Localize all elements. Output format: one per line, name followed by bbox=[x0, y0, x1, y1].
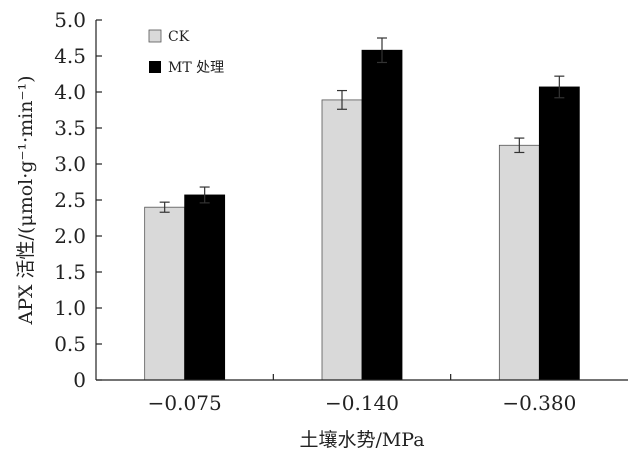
legend-swatch-ck bbox=[148, 29, 162, 43]
y-tick-label: 3.0 bbox=[54, 152, 86, 176]
y-tick-label: 0.5 bbox=[54, 332, 86, 356]
y-tick-label: 2.0 bbox=[54, 224, 86, 248]
bar-ck bbox=[321, 99, 363, 381]
x-ticks: −0.075 −0.140 −0.380 bbox=[148, 374, 576, 415]
bar-ck bbox=[144, 206, 186, 381]
bar-ck bbox=[498, 144, 540, 381]
x-tick-label: −0.380 bbox=[502, 391, 576, 415]
legend-swatch-mt bbox=[149, 61, 161, 73]
y-tick-label: 5.0 bbox=[54, 8, 86, 32]
bar-mt bbox=[538, 86, 580, 381]
x-tick-label: −0.075 bbox=[148, 391, 222, 415]
y-tick-label: 4.0 bbox=[54, 80, 86, 104]
y-axis-title: APX 活性/(μmol·g⁻¹·min⁻¹) bbox=[15, 75, 37, 325]
bars-layer bbox=[144, 49, 580, 381]
legend-label-mt: MT 处理 bbox=[168, 60, 224, 76]
y-tick-label: 0 bbox=[73, 368, 86, 392]
x-axis-title: 土壤水势/MPa bbox=[299, 429, 424, 451]
y-tick-label: 1.5 bbox=[54, 260, 86, 284]
legend-label-ck: CK bbox=[168, 29, 190, 45]
legend: CK MT 处理 bbox=[148, 29, 224, 76]
bar-mt bbox=[184, 194, 226, 381]
error-bars-layer bbox=[159, 37, 565, 213]
y-tick-label: 1.0 bbox=[54, 296, 86, 320]
y-tick-label: 4.5 bbox=[54, 44, 86, 68]
y-tick-label: 3.5 bbox=[54, 116, 86, 140]
x-tick-label: −0.140 bbox=[325, 391, 399, 415]
y-ticks: 0 0.5 1.0 1.5 2.0 2.5 3.0 3.5 4.0 4.5 5.0 bbox=[54, 8, 102, 392]
bar-mt bbox=[361, 49, 403, 381]
y-tick-label: 2.5 bbox=[54, 188, 86, 212]
